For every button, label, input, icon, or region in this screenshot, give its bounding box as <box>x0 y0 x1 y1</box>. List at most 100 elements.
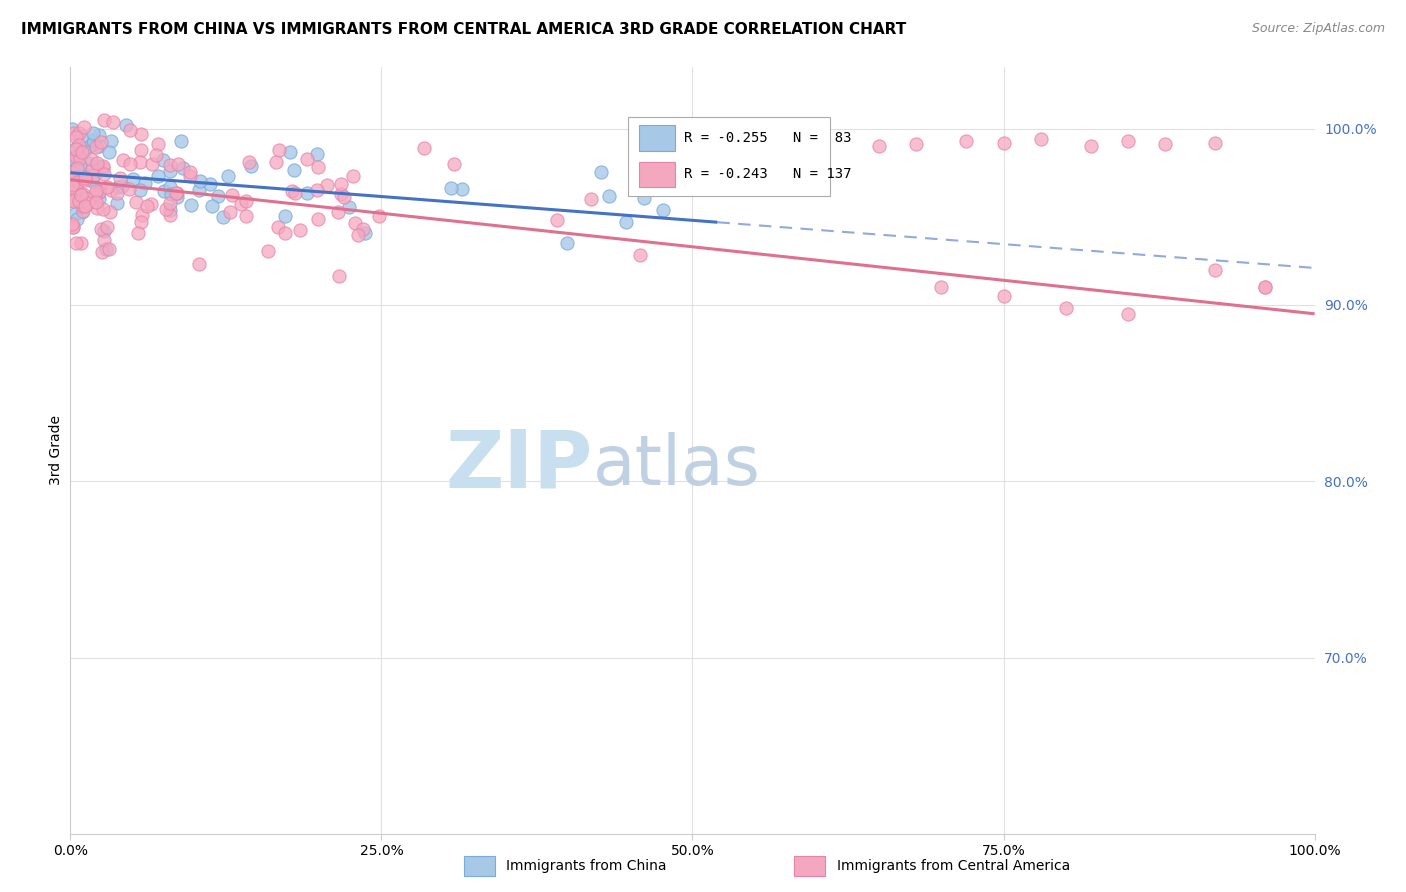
Point <box>65 156 87 170</box>
Point <box>70 187 93 202</box>
Point <box>60 193 83 207</box>
Point <box>579 192 602 206</box>
Point <box>170 135 193 149</box>
Point <box>63 126 86 140</box>
Point <box>77 140 100 154</box>
Point <box>179 169 201 183</box>
Point <box>66 211 89 226</box>
Point <box>72 203 94 218</box>
Point <box>440 181 463 195</box>
Point <box>451 182 474 196</box>
Point <box>87 159 110 173</box>
Point <box>118 157 141 171</box>
Point <box>62 172 84 186</box>
Point <box>93 112 115 127</box>
Point <box>281 185 304 199</box>
Point <box>60 178 83 192</box>
Point <box>146 169 169 183</box>
Point <box>67 127 90 141</box>
Text: Immigrants from Central America: Immigrants from Central America <box>837 859 1070 873</box>
Point <box>65 160 87 174</box>
Point <box>124 194 146 209</box>
Point <box>628 248 651 262</box>
Point <box>96 219 118 234</box>
Point <box>315 178 337 192</box>
Point <box>91 202 114 217</box>
Point <box>65 150 87 164</box>
Text: atlas: atlas <box>593 433 761 500</box>
Point <box>297 152 319 166</box>
Point <box>159 195 181 210</box>
Point <box>65 129 87 144</box>
Point <box>70 192 93 206</box>
Point <box>86 201 108 215</box>
Point <box>93 168 115 182</box>
Point <box>651 203 673 218</box>
Point <box>98 242 121 256</box>
Point <box>905 137 928 152</box>
Point <box>65 141 87 155</box>
Point <box>153 184 176 198</box>
Point <box>93 224 115 238</box>
Point <box>62 177 84 191</box>
Point <box>1154 137 1177 152</box>
Point <box>73 173 96 187</box>
Point <box>231 196 253 211</box>
Point <box>557 235 579 250</box>
Point <box>70 129 93 144</box>
Point <box>328 204 350 219</box>
Point <box>165 186 187 201</box>
Point <box>87 192 110 206</box>
Point <box>73 120 96 134</box>
Point <box>806 134 828 148</box>
Point <box>91 161 114 175</box>
Text: IMMIGRANTS FROM CHINA VS IMMIGRANTS FROM CENTRAL AMERICA 3RD GRADE CORRELATION C: IMMIGRANTS FROM CHINA VS IMMIGRANTS FROM… <box>21 22 907 37</box>
Point <box>89 182 111 196</box>
Point <box>127 226 149 240</box>
Point <box>60 155 83 169</box>
Point <box>72 186 94 201</box>
Text: R = -0.243   N = 137: R = -0.243 N = 137 <box>683 167 852 181</box>
Point <box>1054 301 1077 316</box>
Point <box>172 161 194 175</box>
Point <box>413 141 436 155</box>
Point <box>67 194 90 208</box>
Point <box>65 235 87 250</box>
Point <box>1254 280 1277 294</box>
Point <box>307 212 329 227</box>
Point <box>235 194 257 208</box>
Point <box>105 196 128 211</box>
Point <box>333 190 356 204</box>
Point <box>84 140 107 154</box>
Point <box>60 173 83 187</box>
Point <box>1204 262 1226 277</box>
Point <box>82 133 104 147</box>
Point <box>91 244 114 259</box>
Point <box>188 257 211 271</box>
Point <box>166 186 188 200</box>
Point <box>159 208 181 222</box>
Point <box>159 163 181 178</box>
Point <box>347 228 370 243</box>
Point <box>65 142 87 156</box>
Point <box>101 115 124 129</box>
Point <box>77 171 100 186</box>
Point <box>67 138 90 153</box>
Point <box>118 123 141 137</box>
Point <box>69 159 91 173</box>
Point <box>86 156 108 170</box>
Point <box>73 170 96 185</box>
Point <box>342 169 364 184</box>
Point <box>1116 307 1139 321</box>
Point <box>67 175 90 189</box>
Point <box>136 198 159 212</box>
Point <box>90 221 112 235</box>
Point <box>118 181 141 195</box>
Point <box>107 180 129 194</box>
Point <box>80 174 103 188</box>
Point <box>121 172 143 186</box>
Point <box>269 143 291 157</box>
Point <box>62 220 84 235</box>
Point <box>546 213 568 227</box>
Point <box>145 148 167 162</box>
